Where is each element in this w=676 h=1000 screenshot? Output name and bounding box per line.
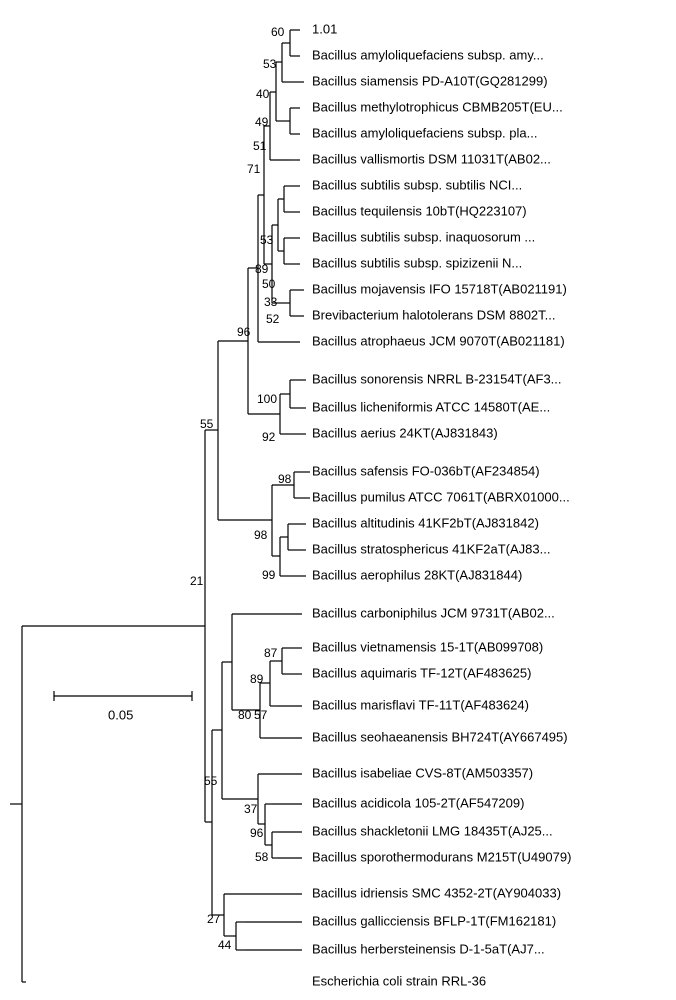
bootstrap-value: 89: [250, 672, 264, 686]
bootstrap-value: 96: [250, 826, 264, 840]
scale-bar-label: 0.05: [108, 707, 133, 722]
taxon-label: Brevibacterium halotolerans DSM 8802T...: [312, 307, 556, 322]
bootstrap-value: 53: [260, 233, 274, 247]
taxon-label: Bacillus amyloliquefaciens subsp. pla...: [312, 125, 537, 140]
bootstrap-value: 44: [218, 938, 232, 952]
taxon-label: Bacillus herbersteinensis D-1-5aT(AJ7...: [312, 941, 545, 956]
bootstrap-value: 58: [255, 850, 269, 864]
taxon-label: Bacillus siamensis PD-A10T(GQ281299): [312, 73, 548, 88]
taxon-label: Bacillus subtilis subsp. spizizenii N...: [312, 255, 522, 270]
bootstrap-value: 40: [256, 87, 270, 101]
bootstrap-value: 71: [247, 162, 261, 176]
bootstrap-value: 52: [266, 312, 280, 326]
taxon-label: Bacillus gallicciensis BFLP-1T(FM162181): [312, 913, 556, 928]
taxon-label: Bacillus vallismortis DSM 11031T(AB02...: [312, 151, 551, 166]
bootstrap-value: 21: [190, 574, 204, 588]
taxon-label: Bacillus aerophilus 28KT(AJ831844): [312, 567, 522, 582]
bootstrap-value: 55: [204, 774, 218, 788]
taxon-label: Bacillus licheniformis ATCC 14580T(AE...: [312, 399, 550, 414]
taxon-label: Bacillus aquimaris TF-12T(AF483625): [312, 665, 531, 680]
taxon-label: Bacillus sporothermodurans M215T(U49079): [312, 849, 571, 864]
taxon-label: Bacillus seohaeanensis BH724T(AY667495): [312, 729, 568, 744]
taxon-label: Bacillus shackletonii LMG 18435T(AJ25...: [312, 823, 553, 838]
taxon-label: Bacillus carboniphilus JCM 9731T(AB02...: [312, 605, 555, 620]
bootstrap-value: 99: [262, 568, 276, 582]
taxon-label: Bacillus mojavensis IFO 15718T(AB021191): [312, 281, 567, 296]
taxon-label: Bacillus acidicola 105-2T(AF547209): [312, 795, 524, 810]
phylogenetic-tree: 1.01 Bacillus amyloliquefaciens subsp. am…: [0, 0, 676, 1000]
bootstrap-value: 50: [262, 277, 276, 291]
taxon-label: Bacillus vietnamensis 15-1T(AB099708): [312, 639, 543, 654]
bootstrap-value: 98: [254, 528, 268, 542]
bootstrap-value: 37: [244, 802, 258, 816]
bootstrap-value: 33: [264, 295, 278, 309]
bootstrap-value: 96: [237, 325, 251, 339]
bootstrap-value: 98: [278, 472, 292, 486]
bootstrap-value: 51: [253, 139, 267, 153]
taxon-label: Bacillus aerius 24KT(AJ831843): [312, 425, 498, 440]
bootstrap-value: 87: [264, 646, 278, 660]
taxon-label: Bacillus safensis FO-036bT(AF234854): [312, 463, 540, 478]
taxon-label: Bacillus pumilus ATCC 7061T(ABRX01000...: [312, 489, 570, 504]
bootstrap-value: 57: [254, 708, 268, 722]
taxon-label: Bacillus tequilensis 10bT(HQ223107): [312, 203, 527, 218]
taxon-label: Bacillus sonorensis NRRL B-23154T(AF3...: [312, 371, 562, 386]
taxon-label: Bacillus subtilis subsp. inaquosorum ...: [312, 229, 535, 244]
taxon-label: Escherichia coli strain RRL-36: [312, 973, 486, 988]
taxon-label: Bacillus methylotrophicus CBMB205T(EU...: [312, 99, 563, 114]
taxon-label: Bacillus altitudinis 41KF2bT(AJ831842): [312, 515, 539, 530]
bootstrap-value: 60: [271, 25, 285, 39]
taxon-label: Bacillus atrophaeus JCM 9070T(AB021181): [312, 333, 565, 348]
taxon-label: Bacillus amyloliquefaciens subsp. amy...: [312, 47, 544, 62]
bootstrap-value: 100: [257, 392, 277, 406]
taxon-label: 1.01: [312, 21, 337, 36]
taxon-label: Bacillus subtilis subsp. subtilis NCI...: [312, 177, 522, 192]
bootstrap-value: 27: [207, 912, 221, 926]
bootstrap-value: 92: [262, 430, 276, 444]
taxon-label: Bacillus stratosphericus 41KF2aT(AJ83...: [312, 541, 550, 556]
bootstrap-value: 53: [263, 57, 277, 71]
bootstrap-value: 49: [255, 115, 269, 129]
bootstrap-value: 89: [255, 262, 269, 276]
bootstrap-value: 55: [200, 417, 214, 431]
taxon-label: Bacillus idriensis SMC 4352-2T(AY904033): [312, 885, 561, 900]
taxon-label: Bacillus isabeliae CVS-8T(AM503357): [312, 765, 533, 780]
bootstrap-value: 80: [238, 708, 252, 722]
taxon-label: Bacillus marisflavi TF-11T(AF483624): [312, 697, 529, 712]
